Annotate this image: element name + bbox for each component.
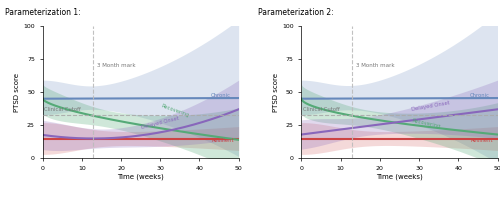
Text: Resilient: Resilient xyxy=(470,138,492,143)
Text: Clinical Cutoff: Clinical Cutoff xyxy=(44,107,81,112)
Text: Resilient: Resilient xyxy=(211,138,234,143)
Text: Delayed Onset: Delayed Onset xyxy=(140,115,179,129)
Text: 3 Month mark: 3 Month mark xyxy=(98,63,136,68)
Text: 3 Month mark: 3 Month mark xyxy=(356,63,395,68)
X-axis label: Time (weeks): Time (weeks) xyxy=(117,174,164,180)
Text: Chronic: Chronic xyxy=(470,93,490,98)
Text: Chronic: Chronic xyxy=(211,93,231,98)
Text: Recovering: Recovering xyxy=(160,104,190,118)
Text: Clinical Cutoff: Clinical Cutoff xyxy=(304,107,340,112)
Y-axis label: PTSD score: PTSD score xyxy=(274,73,280,111)
Text: Parameterization 2:: Parameterization 2: xyxy=(258,8,333,17)
X-axis label: Time (weeks): Time (weeks) xyxy=(376,174,423,180)
Text: Recovering: Recovering xyxy=(411,118,441,129)
Text: Delayed Onset: Delayed Onset xyxy=(411,100,451,112)
Y-axis label: PTSD score: PTSD score xyxy=(14,73,20,111)
Text: Parameterization 1:: Parameterization 1: xyxy=(5,8,80,17)
